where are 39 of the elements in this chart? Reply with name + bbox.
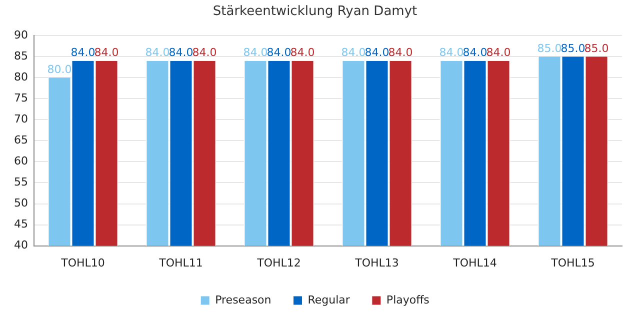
data-label: 85.0 (537, 42, 562, 55)
x-tick-label: TOHL14 (452, 256, 497, 270)
data-label: 84.0 (168, 46, 194, 60)
data-label: 84.0 (70, 46, 96, 60)
x-tick-label: TOHL10 (60, 256, 105, 270)
data-label: 84.0 (145, 46, 170, 60)
data-label: 84.0 (388, 46, 413, 60)
y-tick-label: 50 (14, 196, 28, 210)
y-tick-label: 85 (14, 49, 28, 62)
data-label: 80.0 (47, 63, 72, 76)
x-tick-label: TOHL15 (550, 256, 595, 270)
y-tick-label: 40 (14, 238, 28, 252)
x-tick-label: TOHL12 (256, 256, 301, 270)
data-label: 84.0 (439, 46, 464, 60)
data-label: 84.0 (266, 46, 292, 60)
data-label: 84.0 (341, 46, 366, 60)
data-label: 84.0 (243, 46, 268, 60)
y-tick-label: 75 (14, 92, 28, 105)
data-label: 84.0 (364, 46, 390, 60)
y-tick-label: 60 (14, 154, 28, 168)
data-label: 85.0 (560, 42, 586, 55)
data-label: 84.0 (486, 46, 511, 60)
data-label: 84.0 (290, 46, 315, 60)
x-tick-label: TOHL11 (158, 256, 203, 270)
data-label: 84.0 (192, 46, 217, 60)
data-label: 84.0 (94, 46, 119, 60)
legend-label: Playoffs (386, 293, 430, 306)
data-label: 85.0 (584, 42, 609, 55)
y-tick-label: 90 (14, 28, 28, 42)
y-tick-label: 45 (14, 218, 28, 231)
y-tick-label: 70 (14, 112, 28, 126)
legend-label: Preseason (215, 293, 272, 306)
y-tick-label: 80 (14, 70, 28, 84)
x-tick-label: TOHL13 (354, 256, 399, 270)
y-tick-label: 65 (14, 134, 28, 147)
chart-title: Stärkeentwicklung Ryan Damyt (212, 4, 418, 20)
legend-label: Regular (308, 293, 350, 306)
y-tick-label: 55 (14, 176, 28, 189)
data-label: 84.0 (462, 46, 488, 60)
